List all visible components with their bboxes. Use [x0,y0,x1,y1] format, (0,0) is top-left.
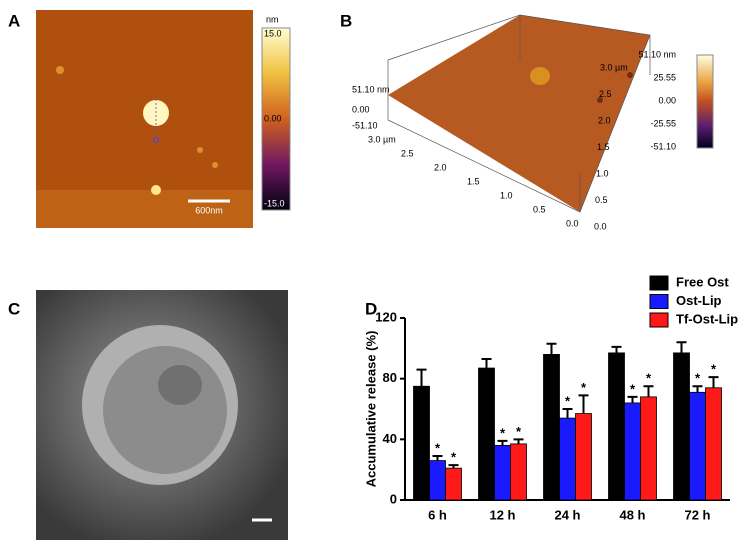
legend-label: Ost-Lip [676,293,722,308]
error-bar [481,357,492,369]
x-tick-label: 48 h [619,507,645,522]
x-label: 3.0 µm [600,62,628,72]
x-label: 0.5 [595,195,608,205]
colorbar [696,54,714,149]
bar [624,402,641,501]
z-label: 0.00 [352,104,370,114]
bar [689,391,706,501]
x-tick-label: 12 h [489,507,515,522]
bar [510,443,527,501]
bar [705,387,722,501]
error-bar [676,341,687,353]
y-label: 1.5 [467,176,480,186]
significance-marker: * [695,371,701,386]
panel-label: B [340,11,352,30]
error-bar [448,464,459,469]
bar [494,444,511,501]
x-label: 0.0 [594,221,607,231]
colorbar-label: -15.0 [264,198,285,208]
colorbar-label: 0.00 [658,95,676,105]
x-tick-label: 72 h [684,507,710,522]
x-label: 1.0 [596,168,609,178]
panel-label: C [8,299,20,318]
colorbar [261,27,291,211]
error-bar [416,368,427,387]
tem-image [36,290,288,540]
significance-marker: * [500,425,506,440]
y-label: 2.5 [401,148,414,158]
colorbar-label: 51.10 nm [638,49,676,59]
x-label: 1.5 [597,142,610,152]
x-label: 2.0 [598,115,611,125]
significance-marker: * [516,424,522,439]
legend-swatch [649,294,669,309]
bar [543,353,560,501]
x-tick-label: 6 h [428,507,447,522]
y-tick-label: 80 [383,370,397,385]
y-label: 1.0 [500,190,513,200]
error-bar [562,408,573,419]
y-axis-label: Accumulative release (%) [363,331,378,488]
y-label: 0.5 [533,204,546,214]
panel-label: D [365,299,377,318]
bar [559,417,576,501]
error-bar [497,439,508,446]
significance-marker: * [630,381,636,396]
afm-3d-plot [387,14,651,213]
legend-label: Free Ost [676,274,729,289]
bar [640,396,657,501]
error-bar [708,376,719,388]
error-bar [692,385,703,393]
afm-image [36,10,253,228]
error-bar [513,438,524,444]
colorbar-label: 0.00 [264,113,282,123]
legend-swatch [649,275,669,291]
colorbar-label: -25.55 [650,118,676,128]
bar [673,352,690,501]
bar [608,352,625,501]
bar [575,413,592,501]
scale-bar-label: 600nm [195,205,223,215]
error-bar [546,342,557,355]
colorbar-label: -51.10 [650,141,676,151]
significance-marker: * [646,371,652,386]
significance-marker: * [451,450,457,465]
bar [445,467,462,501]
colorbar-label: 15.0 [264,28,282,38]
significance-marker: * [565,393,571,408]
error-bar [643,385,654,397]
z-label: 51.10 nm [352,84,390,94]
y-label: 3.0 µm [368,134,396,144]
significance-marker: * [581,380,587,395]
error-bar [627,395,638,403]
colorbar-label: 25.55 [653,72,676,82]
error-bar [611,345,622,353]
y-tick-label: 40 [383,431,397,446]
x-label: 2.5 [599,89,612,99]
x-tick-label: 24 h [554,507,580,522]
panel-label: A [8,11,20,30]
significance-marker: * [711,362,717,377]
bar [413,385,430,501]
z-label: -51.10 [352,120,378,130]
bar [429,460,446,501]
error-bar [578,394,589,414]
y-label: 2.0 [434,162,447,172]
legend-label: Tf-Ost-Lip [676,311,738,326]
legend-swatch [649,312,669,328]
colorbar-unit: nm [266,14,279,24]
significance-marker: * [435,440,441,455]
y-label: 0.0 [566,218,579,228]
y-tick-label: 0 [390,491,397,506]
error-bar [432,455,443,461]
bar [478,367,495,501]
y-tick-label: 120 [375,309,397,324]
